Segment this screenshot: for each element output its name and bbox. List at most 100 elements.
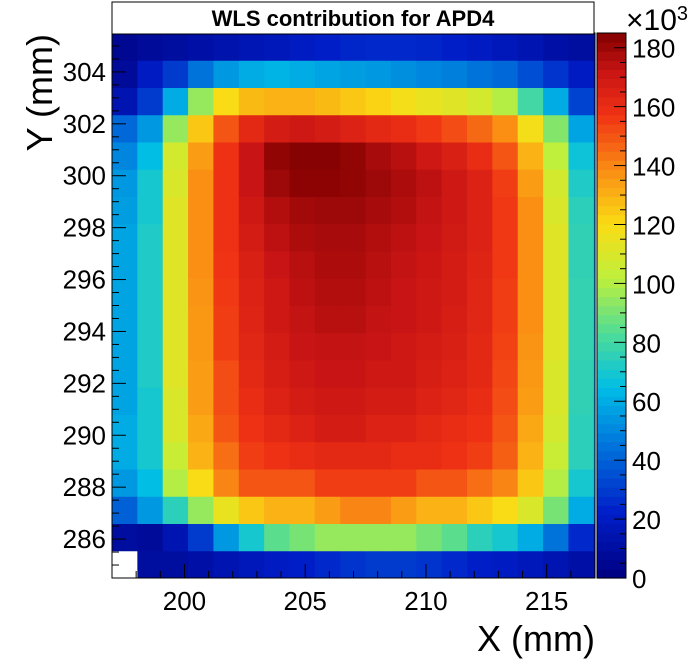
heatmap-cell [365, 114, 392, 143]
heatmap-cell [314, 223, 341, 252]
heatmap-cell [416, 387, 443, 415]
heatmap-cell [492, 142, 519, 170]
heatmap-cell [112, 33, 138, 61]
heatmap-cell [314, 169, 341, 197]
palette-swatch [597, 487, 626, 497]
z-tick-label: 120 [632, 210, 675, 240]
heatmap-cell [568, 142, 595, 170]
heatmap-cell [568, 360, 595, 388]
heatmap-cell [467, 251, 493, 279]
heatmap-cell [441, 441, 468, 470]
z-tick-label: 160 [632, 93, 675, 123]
x-tick-label: 210 [404, 586, 447, 616]
heatmap-cell [416, 33, 443, 61]
heatmap-cell [340, 496, 367, 524]
heatmap-cell [213, 523, 240, 552]
palette-swatch [597, 178, 626, 189]
palette-swatch [597, 105, 626, 116]
heatmap-cell [568, 332, 595, 361]
heatmap-cell [314, 414, 341, 443]
heatmap-cell [314, 114, 341, 143]
palette-swatch [597, 142, 626, 152]
heatmap-cell [162, 196, 189, 225]
heatmap-cell [441, 550, 468, 579]
z-tick-label: 180 [632, 34, 675, 64]
heatmap-cell [289, 278, 316, 306]
palette-swatch [597, 187, 626, 198]
heatmap-cell [492, 305, 519, 334]
heatmap-cell [517, 523, 544, 552]
heatmap-cell [416, 278, 443, 306]
z-tick-label: 80 [632, 328, 661, 358]
heatmap-cell [112, 441, 138, 470]
heatmap-cell [416, 332, 443, 361]
heatmap-cell [238, 33, 265, 61]
heatmap-cell [492, 441, 519, 470]
palette-swatch [597, 123, 626, 134]
heatmap-cell [188, 469, 214, 497]
heatmap-cell [289, 251, 316, 279]
heatmap-cell [492, 496, 519, 524]
heatmap-cell [492, 332, 519, 361]
heatmap-cell [137, 223, 164, 252]
heatmap-cell [568, 251, 595, 279]
heatmap-cell [543, 387, 569, 415]
palette-swatch [597, 341, 626, 352]
heatmap-cell [112, 142, 138, 170]
heatmap-cell [137, 523, 164, 552]
heatmap-cell [365, 496, 392, 524]
heatmap-cell [517, 87, 544, 116]
heatmap-cell [264, 305, 291, 334]
heatmap-cell [441, 223, 468, 252]
heatmap-cell [365, 360, 392, 388]
heatmap-cell [568, 550, 595, 579]
heatmap-cell [340, 60, 367, 88]
heatmap-cell [289, 196, 316, 225]
heatmap-cell [517, 169, 544, 197]
heatmap-cell [467, 523, 493, 552]
palette-swatch [597, 469, 626, 479]
heatmap-cell [213, 360, 240, 388]
heatmap-cell [390, 387, 417, 415]
heatmap-cell [365, 305, 392, 334]
heatmap-cell [188, 332, 214, 361]
heatmap-cell [238, 223, 265, 252]
palette-swatch [597, 33, 626, 43]
heatmap-cell [314, 251, 341, 279]
palette-swatch [597, 151, 626, 161]
palette-swatch [597, 60, 626, 70]
heatmap-cell [188, 496, 214, 524]
heatmap-cell [213, 87, 240, 116]
heatmap-cell [416, 196, 443, 225]
heatmap-cell [264, 496, 291, 524]
heatmap-cell [314, 33, 341, 61]
heatmap-cell [213, 196, 240, 225]
heatmap-cell [264, 33, 291, 61]
palette-swatch [597, 160, 626, 170]
palette-swatch [597, 550, 626, 561]
heatmap-cell [416, 523, 443, 552]
heatmap-cell [568, 305, 595, 334]
palette-swatch [597, 42, 626, 52]
heatmap-cell [188, 33, 214, 61]
heatmap-cell [162, 469, 189, 497]
heatmap-cell [568, 33, 595, 61]
heatmap-cell [416, 60, 443, 88]
heatmap-cell [137, 387, 164, 415]
heatmap-cell [264, 523, 291, 552]
heatmap-cell [238, 169, 265, 197]
heatmap-cell [416, 469, 443, 497]
heatmap-cell [340, 414, 367, 443]
heatmap-cell [492, 469, 519, 497]
heatmap-cell [188, 414, 214, 443]
heatmap-cell [517, 223, 544, 252]
heatmap-cell [213, 142, 240, 170]
heatmap-cell [365, 60, 392, 88]
palette-swatch [597, 169, 626, 179]
heatmap-cell [213, 387, 240, 415]
heatmap-cell [162, 414, 189, 443]
z-tick-label: 60 [632, 387, 661, 417]
y-axis-title: Y (mm) [19, 34, 60, 151]
heatmap-cell [467, 33, 493, 61]
heatmap-cell [188, 441, 214, 470]
